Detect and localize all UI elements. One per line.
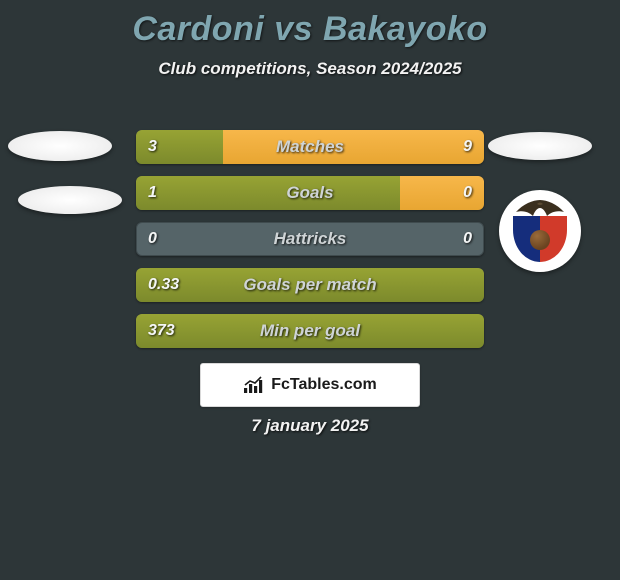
stat-label: Hattricks [136, 222, 484, 256]
stat-value-right: 0 [463, 222, 472, 256]
stat-fill-left [136, 130, 223, 164]
stat-fill-right [223, 130, 484, 164]
player-left-avatar-1 [8, 131, 112, 161]
brand-text: FcTables.com [271, 376, 377, 394]
player-left-avatar-2 [18, 186, 122, 214]
club-badge-right [499, 190, 581, 272]
stat-value-left: 0 [148, 222, 157, 256]
player-right-avatar [488, 132, 592, 160]
bar-chart-icon [243, 376, 265, 394]
stat-fill-left [136, 176, 400, 210]
stats-bars: 3 Matches 9 1 Goals 0 0 Hattricks 0 0.33… [136, 130, 484, 360]
stat-row-hattricks: 0 Hattricks 0 [136, 222, 484, 256]
stat-fill-left [136, 314, 484, 348]
club-crest-icon [513, 200, 567, 262]
stat-row-goals: 1 Goals 0 [136, 176, 484, 210]
stat-row-mpg: 373 Min per goal [136, 314, 484, 348]
stat-row-matches: 3 Matches 9 [136, 130, 484, 164]
brand-link[interactable]: FcTables.com [200, 363, 420, 407]
page-subtitle: Club competitions, Season 2024/2025 [0, 59, 620, 79]
stat-fill-left [136, 268, 484, 302]
page-title: Cardoni vs Bakayoko [0, 10, 620, 49]
stat-fill-right [400, 176, 484, 210]
date-label: 7 january 2025 [0, 416, 620, 436]
stat-row-gpm: 0.33 Goals per match [136, 268, 484, 302]
comparison-card: Cardoni vs Bakayoko Club competitions, S… [0, 10, 620, 580]
